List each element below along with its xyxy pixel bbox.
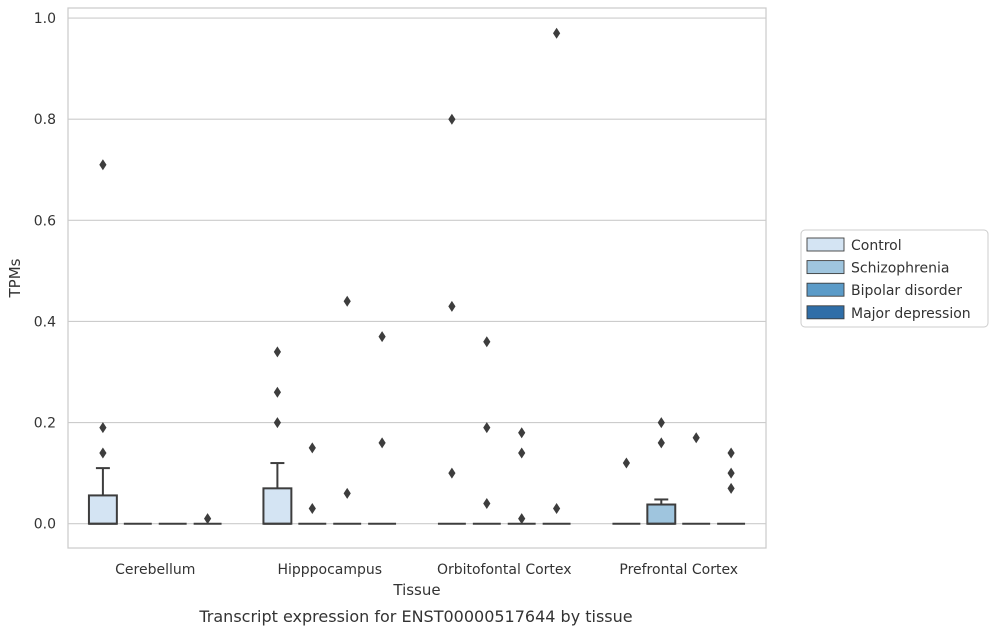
chart-caption: Transcript expression for ENST0000051764… [198,607,632,626]
box-group [717,447,746,525]
outlier-point [308,442,316,454]
outlier-point [343,295,351,307]
box-group [682,432,711,525]
x-axis-title: Tissue [392,581,440,599]
box-group [262,346,293,525]
outlier-point [308,503,316,515]
y-tick-label: 1.0 [34,11,56,27]
outlier-point [483,336,491,348]
box-group [368,331,397,525]
x-tick-label: Prefrontal Cortex [619,562,738,578]
outlier-point [657,417,665,429]
box-group [612,457,641,525]
outlier-point [692,432,700,444]
outlier-point [518,427,526,439]
box-group [193,513,222,525]
box-group [507,427,536,525]
legend-swatch [806,260,845,275]
outlier-point [553,503,561,515]
outlier-point [273,386,281,398]
box-group [333,295,362,525]
legend-swatch [806,237,845,252]
legend: Control Schizophrenia Bipolar disorder Majo… [800,229,989,328]
outlier-point [553,27,561,39]
y-tick-labels: 0.0 0.2 0.4 0.6 0.8 1.0 [34,11,56,533]
outlier-point [483,498,491,510]
box [262,487,293,525]
outlier-point [99,422,107,434]
y-tick-label: 0.8 [34,112,56,128]
outlier-point [448,113,456,125]
outlier-point [622,457,630,469]
box-group [542,27,571,525]
y-tick-label: 0.6 [34,213,56,229]
legend-label: Control [851,238,902,254]
x-tick-labels: Cerebellum Hipppocampus Orbitofontal Corte… [115,562,738,578]
box [87,494,118,525]
legend-swatch [806,305,845,320]
outlier-point [448,300,456,312]
outlier-point [343,487,351,499]
y-tick-label: 0.4 [34,314,56,330]
outlier-point [273,417,281,429]
outlier-point [727,482,735,494]
y-tick-label: 0.0 [34,517,56,533]
legend-label: Major depression [851,306,971,322]
outlier-point [727,447,735,459]
y-axis-title: TPMs [6,258,24,298]
outlier-point [204,513,212,525]
outlier-point [378,437,386,449]
outlier-point [448,467,456,479]
x-tick-label: Hipppocampus [277,562,382,578]
outlier-point [518,513,526,525]
legend-label: Schizophrenia [851,261,949,277]
outlier-point [727,467,735,479]
plot-frame [67,7,767,549]
x-tick-label: Orbitofontal Cortex [437,562,572,578]
outlier-point [483,422,491,434]
legend-label: Bipolar disorder [851,283,962,299]
box-group [437,113,466,525]
outlier-point [518,447,526,459]
box-group [646,417,677,525]
legend-frame [800,229,989,328]
outlier-point [99,159,107,171]
outlier-point [378,331,386,343]
legend-swatch [806,282,845,297]
x-tick-label: Cerebellum [115,562,195,578]
y-tick-label: 0.2 [34,416,56,432]
outlier-point [99,447,107,459]
box [646,503,677,525]
box-group [87,159,118,525]
box-plot-marks [87,27,746,525]
outlier-point [273,346,281,358]
outlier-point [657,437,665,449]
box-group [298,442,327,525]
box-group [472,336,501,525]
